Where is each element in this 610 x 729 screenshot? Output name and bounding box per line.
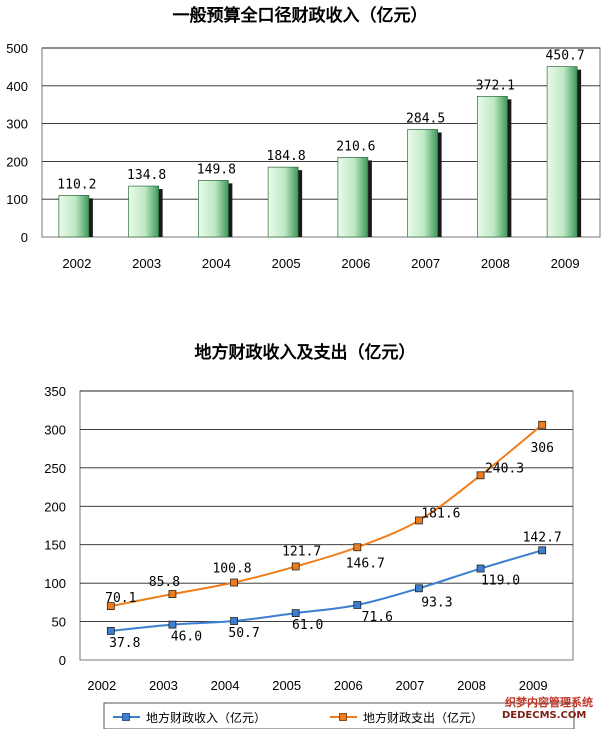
line-marker — [291, 609, 300, 618]
bar-y-tick-label: 200 — [6, 154, 28, 169]
line-marker — [353, 601, 362, 609]
line-x-tick-label: 2003 — [149, 678, 178, 693]
bar-plot-area — [41, 47, 601, 238]
line-y-tick-label: 250 — [44, 461, 66, 476]
bar-x-tick-label: 2007 — [411, 256, 440, 271]
legend-label-revenue: 地方财政收入（亿元） — [146, 710, 266, 725]
line-series — [106, 420, 547, 635]
line-data-label: 46.0 — [171, 630, 202, 645]
bar-y-tick-label: 400 — [6, 79, 28, 94]
line-data-label: 71.6 — [362, 610, 393, 625]
line-chart-title: 地方财政收入及支出（亿元） — [195, 342, 416, 363]
line-marker — [291, 562, 300, 571]
line-y-tick-label: 150 — [44, 538, 66, 553]
bar — [337, 157, 369, 238]
bar-x-tick-label: 2004 — [202, 256, 231, 271]
bar-y-tick-label: 300 — [6, 117, 28, 132]
bar-series — [58, 66, 582, 238]
line-data-label: 50.7 — [228, 626, 259, 641]
bar-y-tick-label: 100 — [6, 192, 28, 207]
line-data-label: 100.8 — [212, 562, 251, 577]
line-x-tick-label: 2002 — [87, 678, 116, 693]
line-data-label: 240.3 — [485, 461, 524, 476]
line-data-label: 61.0 — [292, 618, 323, 633]
line-data-label: 181.6 — [421, 506, 460, 521]
bar-data-label: 450.7 — [546, 49, 585, 64]
line-marker — [538, 420, 547, 429]
bar-x-tick-label: 2003 — [132, 256, 161, 271]
line-data-label: 119.0 — [481, 574, 520, 589]
line-data-label: 37.8 — [109, 636, 140, 651]
bar-x-tick-label: 2005 — [272, 256, 301, 271]
line-data-label: 142.7 — [523, 530, 562, 545]
bar-y-axis: 0 100 200 300 400 500 — [6, 41, 28, 245]
line-x-tick-label: 2005 — [272, 678, 301, 693]
bar-data-label: 134.8 — [127, 168, 166, 183]
legend-label-expenditure: 地方财政支出（亿元） — [363, 710, 483, 725]
bar-x-tick-label: 2002 — [62, 256, 91, 271]
line-y-tick-label: 0 — [59, 653, 66, 668]
bar-y-tick-label: 500 — [6, 41, 28, 56]
watermark: 织梦内容管理系统 DEDECMS.COM — [502, 695, 593, 721]
line-data-label: 93.3 — [421, 595, 452, 610]
line-x-axis: 2002 2003 2004 2005 2006 2007 2008 2009 — [87, 678, 547, 693]
legend-item-expenditure: 地方财政支出（亿元） — [330, 710, 483, 725]
line-marker — [106, 627, 115, 635]
line-data-label: 70.1 — [105, 591, 136, 606]
line-marker — [230, 578, 238, 587]
line-marker — [476, 471, 485, 480]
line-y-tick-label: 200 — [44, 499, 66, 514]
line-marker — [538, 546, 547, 555]
bar-chart-title: 一般预算全口径财政收入（亿元） — [173, 5, 428, 26]
bar — [128, 185, 159, 238]
bar-data-label: 110.2 — [57, 177, 96, 192]
line-marker — [106, 602, 115, 611]
line-marker — [415, 516, 423, 525]
line-x-tick-label: 2004 — [211, 678, 240, 693]
line-y-tick-label: 350 — [44, 384, 66, 399]
watermark-line2: DEDECMS.COM — [502, 710, 586, 721]
bar-data-label: 284.5 — [406, 111, 445, 126]
line-x-tick-label: 2008 — [457, 678, 486, 693]
bar-x-tick-label: 2009 — [551, 256, 580, 271]
line-marker — [476, 564, 485, 573]
watermark-line1: 织梦内容管理系统 — [505, 695, 593, 709]
bar — [198, 180, 229, 238]
line-y-tick-label: 100 — [44, 576, 66, 591]
bar-x-tick-label: 2006 — [341, 256, 370, 271]
line-marker — [353, 543, 362, 552]
bar — [407, 129, 438, 238]
line-x-tick-label: 2006 — [334, 678, 363, 693]
bar-data-labels: 110.2 134.8 149.8 184.8 210.6 284.5 372.1 450.7 — [57, 49, 584, 193]
bar — [477, 95, 508, 238]
bar-data-label: 210.6 — [336, 139, 375, 154]
line-data-label: 306 — [530, 441, 553, 456]
bar-y-tick-label: 0 — [21, 230, 28, 245]
line-x-tick-label: 2007 — [395, 678, 424, 693]
line-y-axis: 0 50 100 150 200 250 300 350 — [44, 384, 66, 668]
bar-data-label: 149.8 — [197, 162, 236, 177]
line-y-tick-label: 300 — [44, 422, 66, 437]
line-marker — [168, 620, 177, 629]
bar-data-label: 184.8 — [267, 149, 306, 164]
line-data-labels: 37.8 46.0 50.7 61.0 71.6 93.3 119.0 142.7 70.1 85… — [105, 441, 562, 651]
bar-x-tick-label: 2008 — [481, 256, 510, 271]
bar-gridlines — [42, 47, 600, 200]
line-data-label: 146.7 — [346, 556, 385, 571]
bar — [546, 66, 578, 238]
line-marker — [230, 617, 238, 625]
line-marker — [168, 590, 177, 598]
line-plot-area — [79, 390, 574, 661]
line-data-label: 121.7 — [282, 544, 321, 559]
line-marker — [415, 584, 423, 593]
bar — [58, 194, 90, 238]
bar-data-label: 372.1 — [476, 78, 515, 93]
legend-item-revenue: 地方财政收入（亿元） — [113, 710, 266, 725]
line-y-tick-label: 50 — [52, 615, 66, 630]
bar — [267, 166, 299, 238]
line-x-tick-label: 2009 — [519, 678, 548, 693]
bar-x-axis: 2002 2003 2004 2005 2006 2007 2008 2009 — [62, 256, 579, 271]
line-data-label: 85.8 — [149, 575, 180, 590]
